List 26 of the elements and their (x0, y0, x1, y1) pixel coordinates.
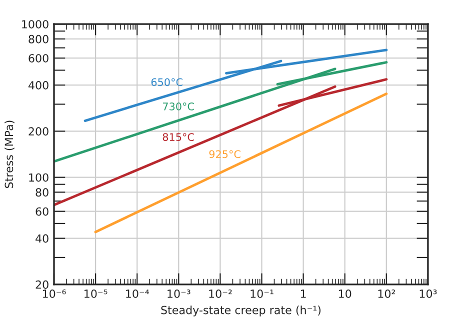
x-tick-label: 10⁻⁵ (84, 290, 108, 298)
series-label: 815°C (162, 133, 194, 141)
x-tick-label: 10⁻² (209, 290, 232, 298)
x-tick-label: 10⁻⁶ (42, 290, 66, 298)
series-label: 925°C (209, 150, 240, 158)
x-tick-label: 10⁻¹ (250, 290, 274, 298)
series-label: 730°C (163, 102, 194, 110)
x-tick-label: 10⁻³ (168, 290, 190, 298)
x-tick-label: 1 (300, 290, 306, 298)
series-label: 650°C (151, 78, 182, 86)
y-tick-label: 600 (28, 54, 48, 62)
y-tick-label: 200 (28, 127, 48, 136)
y-tick-label: 80 (36, 188, 48, 197)
y-tick-label: 20 (36, 280, 48, 289)
x-axis-title: Steady-state creep rate (h⁻¹) (161, 306, 321, 316)
y-tick-label: 60 (36, 207, 48, 216)
y-tick-label: 40 (36, 234, 48, 243)
x-tick-label: 10³ (420, 290, 437, 298)
y-axis-title: Stress (MPa) (4, 120, 14, 188)
y-tick-label: 400 (28, 81, 48, 90)
y-tick-label: 1000 (22, 20, 48, 28)
y-tick-label: 100 (29, 173, 48, 182)
x-tick-label: 10⁻⁴ (126, 290, 149, 298)
y-tick-label: 800 (28, 34, 48, 44)
x-tick-label: 10 (339, 290, 352, 298)
x-tick-label: 10² (378, 290, 395, 298)
